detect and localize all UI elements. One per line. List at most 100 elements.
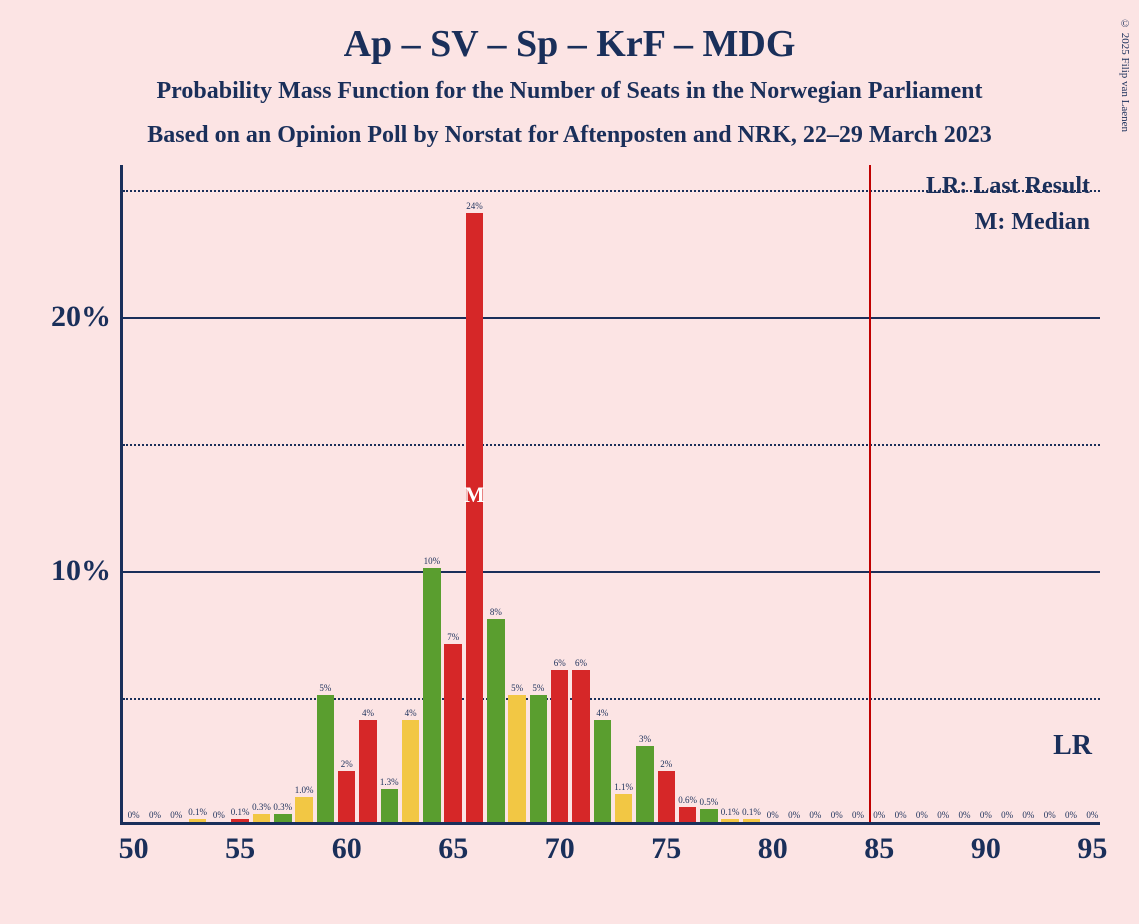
y-tick-label: 10% (51, 554, 123, 588)
last-result-line (869, 165, 871, 822)
gridline (123, 444, 1100, 446)
bar: 0.5% (700, 809, 717, 822)
bar: 24% (466, 213, 483, 822)
bar-label: 0% (170, 810, 182, 822)
bar: 2% (338, 771, 355, 822)
bar-label: 0% (916, 810, 928, 822)
gridline (123, 190, 1100, 192)
bar-label: 10% (424, 556, 441, 568)
bar: 1.3% (381, 789, 398, 822)
copyright-text: © 2025 Filip van Laenen (1119, 18, 1131, 132)
bar-label: 0% (937, 810, 949, 822)
bar-label: 0% (149, 810, 161, 822)
plot-area: LR: Last Result M: Median LR 10%20%50556… (120, 165, 1100, 825)
bar-label: 0% (1022, 810, 1034, 822)
median-marker: M (464, 482, 485, 508)
bar-label: 0% (1044, 810, 1056, 822)
x-tick-label: 60 (332, 822, 362, 866)
chart-subtitle-2: Based on an Opinion Poll by Norstat for … (0, 122, 1139, 149)
bar-label: 0% (980, 810, 992, 822)
bar-label: 6% (575, 658, 587, 670)
bar: 1.1% (615, 794, 632, 822)
bar-label: 0.1% (721, 807, 740, 819)
bar: 3% (636, 746, 653, 822)
bar-label: 0.3% (252, 802, 271, 814)
bar-label: 6% (554, 658, 566, 670)
bar: 6% (551, 670, 568, 822)
bar: 5% (530, 695, 547, 822)
bar: 7% (444, 644, 461, 822)
x-tick-label: 75 (651, 822, 681, 866)
bar-label: 7% (447, 632, 459, 644)
bar: 0.3% (274, 814, 291, 822)
gridline (123, 571, 1100, 573)
gridline (123, 317, 1100, 319)
bar-label: 0.6% (678, 795, 697, 807)
bar: 4% (402, 720, 419, 822)
bar: 0.1% (189, 819, 206, 822)
bar-label: 24% (466, 201, 483, 213)
bar-label: 0% (1001, 810, 1013, 822)
bar: 0.1% (721, 819, 738, 822)
legend-median: M: Median (975, 209, 1090, 236)
bar: 0.6% (679, 807, 696, 822)
bar-label: 0% (831, 810, 843, 822)
bar-label: 0.1% (742, 807, 761, 819)
bar: 5% (317, 695, 334, 822)
x-tick-label: 80 (758, 822, 788, 866)
bar-label: 0% (1065, 810, 1077, 822)
x-tick-label: 70 (545, 822, 575, 866)
chart-subtitle-1: Probability Mass Function for the Number… (0, 78, 1139, 105)
bar-label: 2% (341, 759, 353, 771)
bar-label: 0.5% (699, 797, 718, 809)
chart-title: Ap – SV – Sp – KrF – MDG (0, 22, 1139, 66)
bar-label: 0% (128, 810, 140, 822)
bar: 5% (508, 695, 525, 822)
bar-label: 4% (596, 708, 608, 720)
bar: 4% (594, 720, 611, 822)
gridline (123, 698, 1100, 700)
bar-label: 0.1% (188, 807, 207, 819)
x-tick-label: 90 (971, 822, 1001, 866)
bar-label: 0% (852, 810, 864, 822)
bar-label: 0% (895, 810, 907, 822)
x-tick-label: 95 (1077, 822, 1107, 866)
x-tick-label: 55 (225, 822, 255, 866)
bar-label: 0% (809, 810, 821, 822)
bar: 10% (423, 568, 440, 822)
bar-label: 1.3% (380, 777, 399, 789)
bar-label: 5% (319, 683, 331, 695)
bar-label: 0% (873, 810, 885, 822)
bar-label: 8% (490, 607, 502, 619)
y-tick-label: 20% (51, 300, 123, 334)
legend-last-result: LR: Last Result (926, 173, 1090, 200)
bar-label: 0% (1086, 810, 1098, 822)
bar-label: 0% (959, 810, 971, 822)
bar-label: 0% (788, 810, 800, 822)
bar: 1.0% (295, 797, 312, 822)
chart-container: Ap – SV – Sp – KrF – MDG Probability Mas… (0, 0, 1139, 924)
bar: 6% (572, 670, 589, 822)
bar-label: 0% (213, 810, 225, 822)
bar-label: 0.3% (273, 802, 292, 814)
bar-label: 3% (639, 734, 651, 746)
bar: 0.3% (253, 814, 270, 822)
x-tick-label: 85 (864, 822, 894, 866)
bar-label: 1.0% (295, 785, 314, 797)
bar: 4% (359, 720, 376, 822)
bar-label: 0% (767, 810, 779, 822)
bar-label: 4% (405, 708, 417, 720)
bar: 2% (658, 771, 675, 822)
bar: 8% (487, 619, 504, 822)
bar-label: 2% (660, 759, 672, 771)
bar: 0.1% (743, 819, 760, 822)
lr-axis-label: LR (1053, 730, 1092, 762)
bar-label: 4% (362, 708, 374, 720)
bar-label: 5% (532, 683, 544, 695)
bar: 0.1% (231, 819, 248, 822)
bar-label: 1.1% (614, 782, 633, 794)
x-tick-label: 65 (438, 822, 468, 866)
x-tick-label: 50 (119, 822, 149, 866)
bar-label: 0.1% (231, 807, 250, 819)
bar-label: 5% (511, 683, 523, 695)
